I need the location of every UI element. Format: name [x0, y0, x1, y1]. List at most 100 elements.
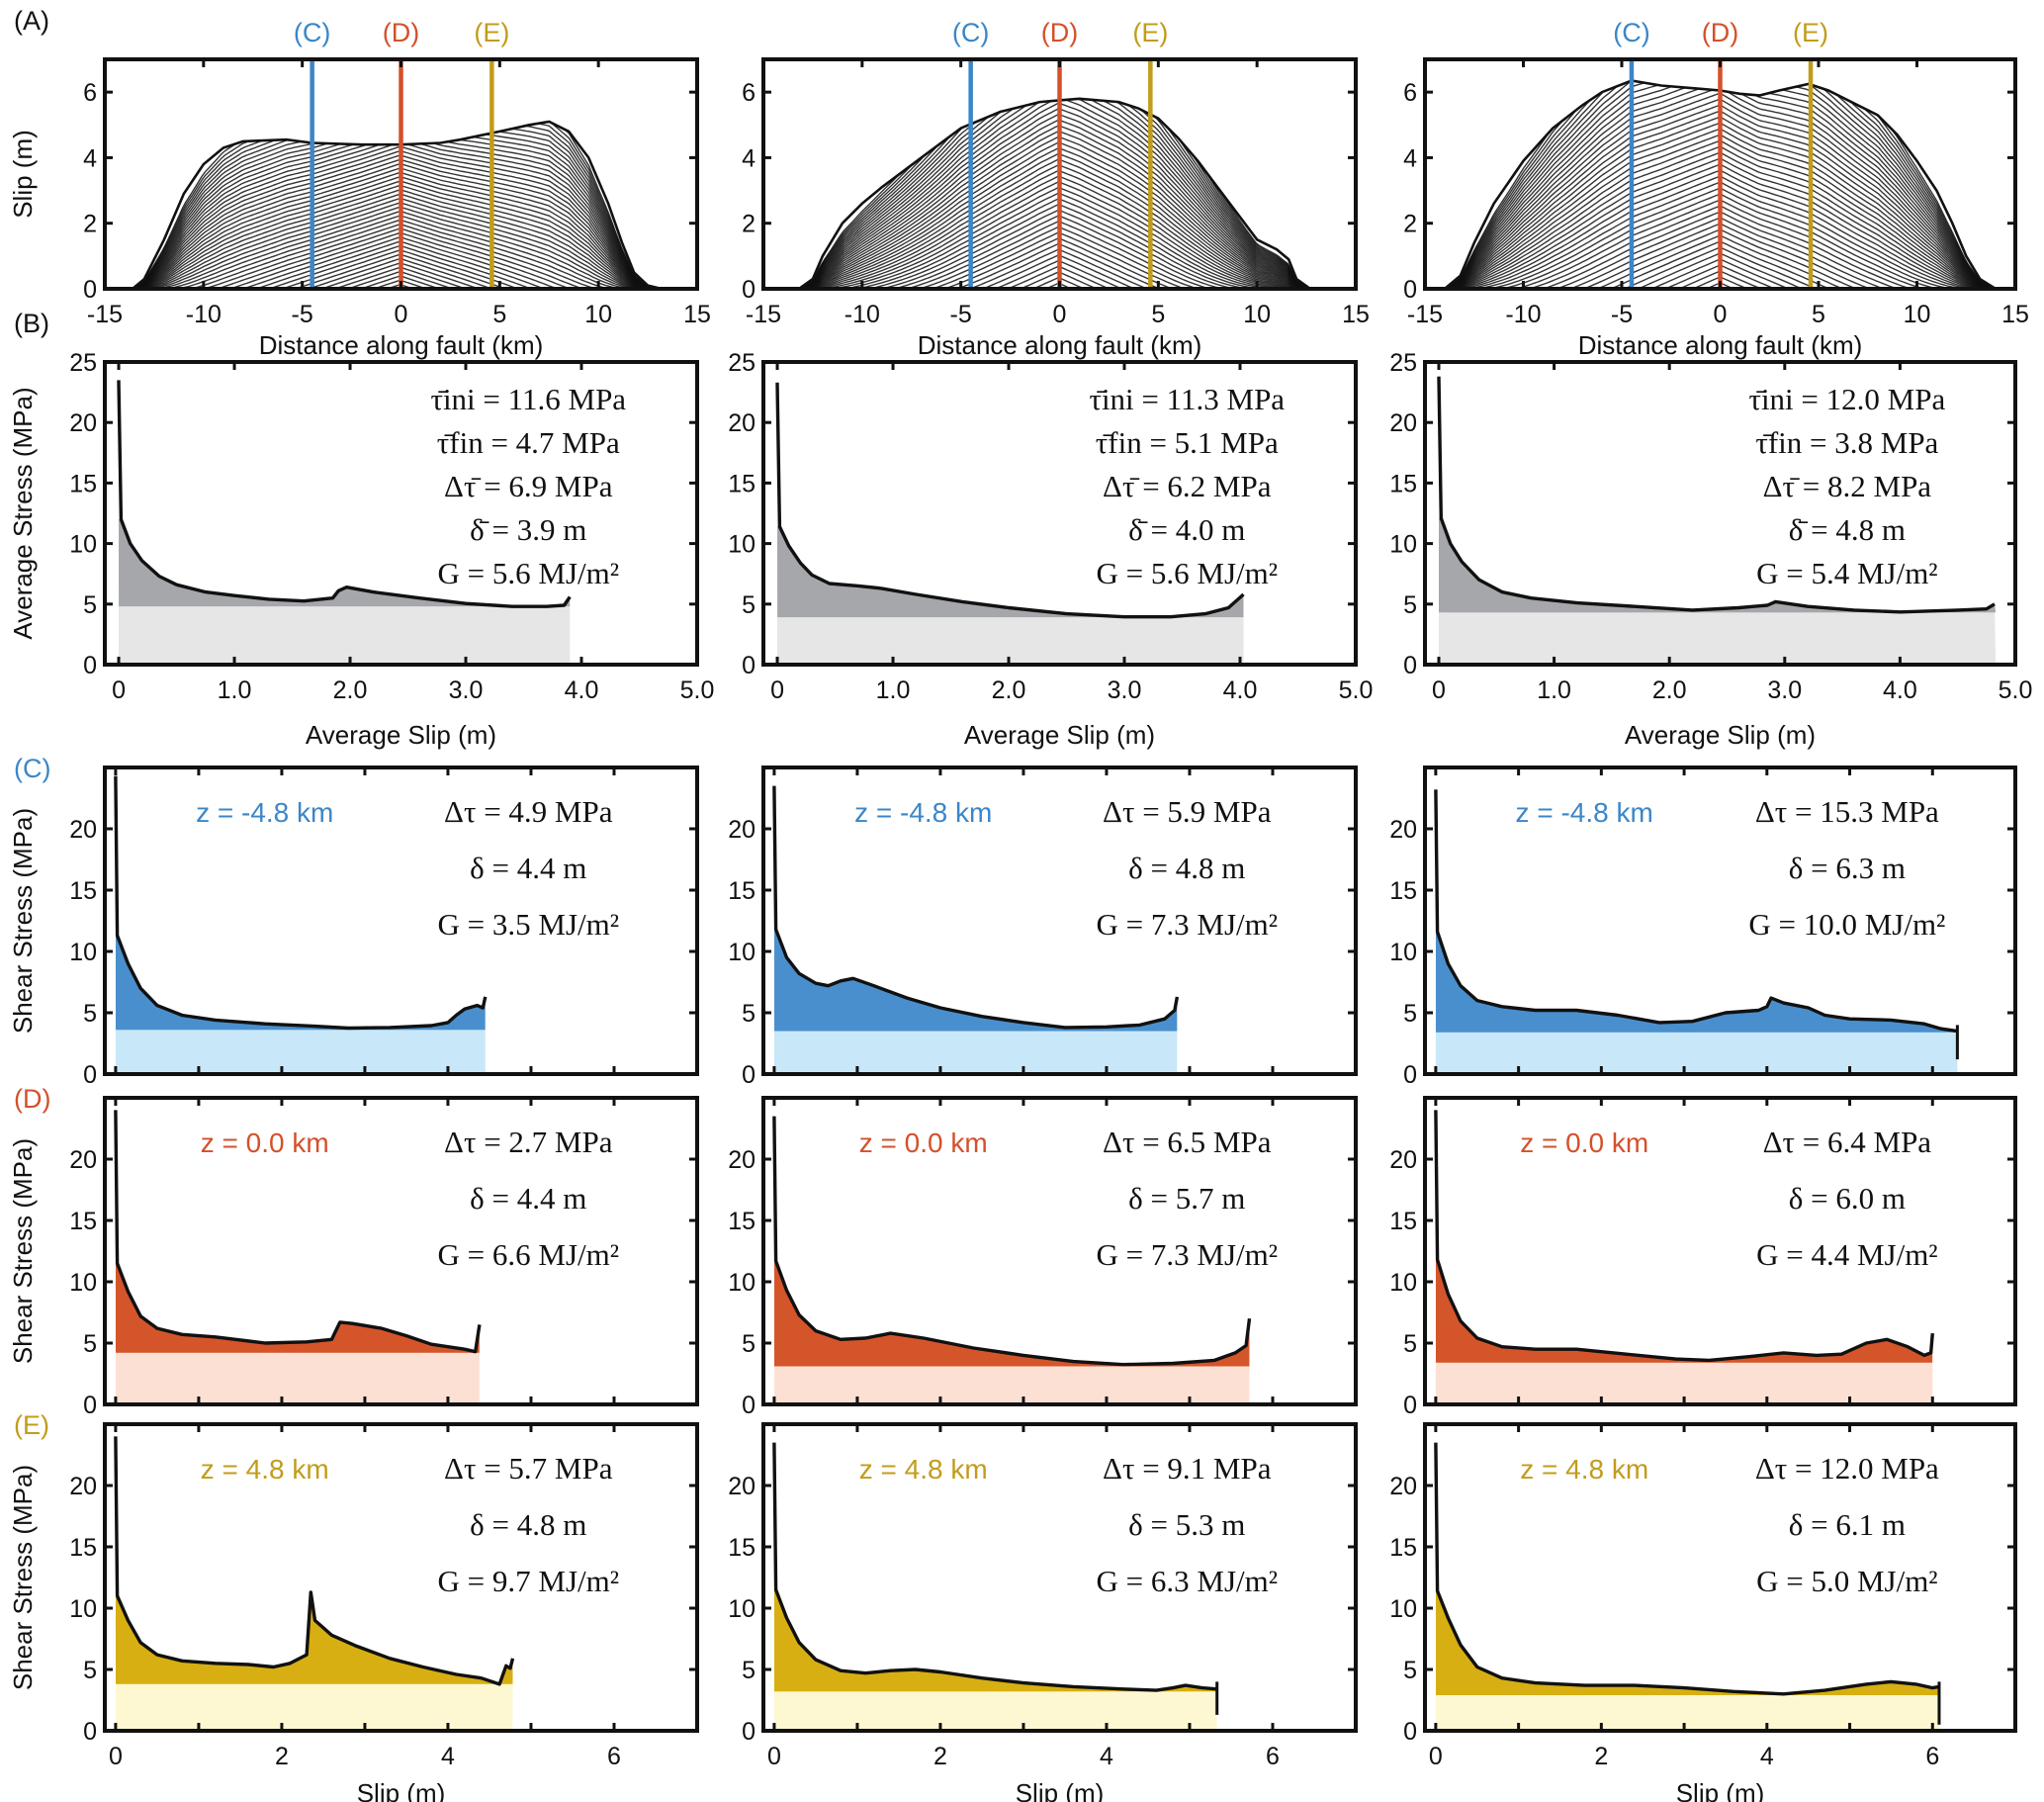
- x-axis-title: Distance along fault (km): [259, 330, 544, 360]
- y-tick-label: 20: [728, 1473, 755, 1500]
- axes-frame: [1423, 766, 2017, 1076]
- marker-label: (C): [952, 18, 989, 47]
- y-axis-title: Average Stress (MPa): [8, 387, 38, 639]
- panel-C-1: 0 5 10 15 20 Δτ = 4.9 MPa δ = 4.4 m G = 3.5 MJ/…: [8, 766, 699, 1089]
- y-tick-label: 20: [69, 816, 97, 844]
- stress-curve: [114, 775, 488, 1031]
- x-tick-label: 5: [1812, 301, 1825, 328]
- axes-frame: [103, 360, 699, 667]
- stress-curve: [1434, 1442, 1940, 1696]
- x-tick-label: 0: [1053, 301, 1067, 328]
- annotation: τ̄ini = 11.6 MPa: [430, 382, 626, 416]
- axes-frame: [761, 360, 1358, 667]
- annotation: Δτ = 4.9 MPa: [444, 794, 613, 829]
- y-axis-title: Shear Stress (MPa): [8, 1138, 38, 1364]
- slip-contour: [133, 223, 663, 290]
- y-tick-label: 5: [1403, 1657, 1417, 1684]
- panel-letter: (C): [14, 754, 50, 783]
- y-tick-label: 10: [69, 1595, 97, 1623]
- slip-contour: [798, 108, 1311, 290]
- slip-contour: [798, 204, 1311, 290]
- y-tick-label: 2: [1403, 211, 1417, 238]
- y-tick-label: 20: [69, 409, 97, 437]
- axes-frame: [761, 1096, 1358, 1406]
- x-tick-label: 1.0: [1537, 676, 1571, 704]
- y-tick-label: 0: [1403, 652, 1417, 679]
- y-tick-label: 10: [1389, 939, 1417, 966]
- stress-curve: [775, 382, 1245, 619]
- y-tick-label: 10: [728, 939, 755, 966]
- x-axis-title: Average Slip (m): [306, 720, 496, 750]
- x-tick-label: -10: [1505, 301, 1541, 328]
- stress-curve: [117, 380, 572, 608]
- marker-label: (E): [1793, 18, 1828, 47]
- y-tick-label: 5: [1403, 1000, 1417, 1028]
- annotation: δ = 4.4 m: [470, 851, 586, 885]
- slip-contour: [798, 158, 1311, 290]
- x-tick-label: 5.0: [1339, 676, 1374, 704]
- axes-frame: [103, 1422, 699, 1733]
- annotation: G = 4.4 MJ/m²: [1756, 1237, 1938, 1272]
- fracture-energy-area: [1435, 1590, 1939, 1696]
- marker-label: (D): [1041, 18, 1078, 47]
- depth-label: z = 0.0 km: [201, 1127, 329, 1158]
- fracture-energy-area: [115, 1591, 513, 1684]
- x-tick-label: 5.0: [680, 676, 715, 704]
- fracture-energy-area: [773, 1260, 1250, 1367]
- y-tick-label: 0: [83, 652, 97, 679]
- y-tick-label: 20: [69, 1146, 97, 1174]
- annotation: δ = 4.4 m: [470, 1181, 586, 1216]
- y-tick-label: 20: [728, 409, 755, 437]
- stress-curve: [114, 1110, 482, 1354]
- panel-letter: (E): [14, 1410, 49, 1440]
- x-tick-label: 5.0: [1999, 676, 2033, 704]
- annotation: δ = 4.8 m: [470, 1507, 586, 1542]
- y-tick-label: 15: [69, 470, 97, 497]
- residual-energy-area: [1435, 963, 1958, 1074]
- slip-contour: [798, 181, 1311, 290]
- slip-contour: [798, 135, 1311, 290]
- x-tick-label: 3.0: [1767, 676, 1802, 704]
- fracture-energy-area: [115, 935, 486, 1031]
- x-tick-label: 0: [767, 1743, 781, 1770]
- x-tick-label: 3.0: [1108, 676, 1142, 704]
- annotation: G = 6.6 MJ/m²: [438, 1237, 620, 1272]
- y-axis-title: Shear Stress (MPa): [8, 1465, 38, 1690]
- annotation: δ = 5.3 m: [1128, 1507, 1245, 1542]
- slip-contour: [798, 198, 1311, 290]
- slip-contour: [798, 164, 1311, 290]
- stress-curve: [772, 1116, 1252, 1367]
- axes-frame: [1423, 360, 2017, 667]
- annotation: Δτ = 2.7 MPa: [444, 1125, 613, 1159]
- slip-contour: [798, 175, 1311, 290]
- annotation: G = 5.0 MJ/m²: [1756, 1564, 1938, 1598]
- residual-energy-area: [1435, 1294, 1933, 1404]
- y-tick-label: 10: [1389, 1595, 1417, 1623]
- annotation: G = 5.4 MJ/m²: [1756, 556, 1938, 590]
- x-tick-label: 0: [112, 676, 126, 704]
- y-tick-label: 15: [1389, 877, 1417, 905]
- annotation: Δτ = 15.3 MPa: [1755, 794, 1939, 829]
- annotation: G = 10.0 MJ/m²: [1748, 907, 1945, 942]
- panel-B-1: 0 1.0 2.0 3.0 4.0 5.0 0 5 10 15 20 25 τ̄ini = 11.6 M…: [8, 349, 714, 750]
- y-tick-label: 15: [728, 1208, 755, 1235]
- residual-energy-area: [773, 1617, 1217, 1731]
- x-axis-title: Slip (m): [357, 1778, 446, 1802]
- depth-label: z = -4.8 km: [1516, 797, 1653, 828]
- y-tick-label: 10: [728, 531, 755, 559]
- slip-contour: [798, 141, 1311, 290]
- x-tick-label: 1.0: [218, 676, 252, 704]
- annotation: δ = 6.3 m: [1789, 851, 1906, 885]
- y-tick-label: 25: [69, 349, 97, 377]
- annotation: Δτ̄ = 6.2 MPa: [1103, 469, 1272, 503]
- x-axis-title: Slip (m): [1016, 1778, 1105, 1802]
- residual-energy-area: [115, 963, 486, 1074]
- panel-E-2: 0 2 4 6 0 5 10 15 20 Δτ = 9.1 MPa δ = 5.3 m G = 6.3…: [728, 1422, 1358, 1802]
- annotation: δ = 5.7 m: [1128, 1181, 1245, 1216]
- annotation: Δτ = 9.1 MPa: [1103, 1451, 1272, 1486]
- y-tick-label: 0: [83, 1392, 97, 1419]
- annotation: τ̄fin = 4.7 MPa: [437, 425, 620, 460]
- x-tick-label: 6: [607, 1743, 621, 1770]
- x-axis-title: Slip (m): [1676, 1778, 1765, 1802]
- y-tick-label: 15: [728, 470, 755, 497]
